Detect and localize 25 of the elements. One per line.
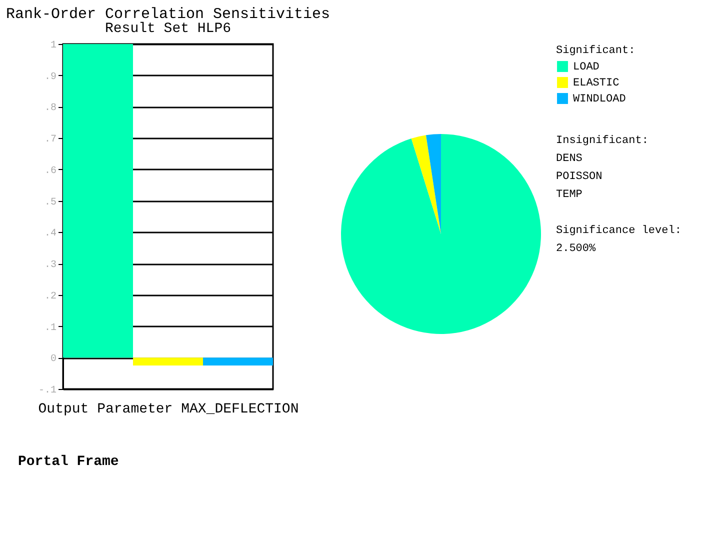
y-tick-label: -.1 [38,386,56,396]
chart-title: Rank-Order Correlation Sensitivities [6,6,330,23]
y-tick-label: .3 [44,260,56,272]
pie-slice [426,134,441,234]
y-tick-label: .8 [44,103,56,114]
text: Significance level: 2.500% [556,225,682,255]
x-axis-title: Output Parameter MAX_DEFLECTION [38,402,299,418]
y-tick-label: .6 [44,166,56,177]
pie-slice [411,135,441,234]
y-tick-label: .1 [44,322,56,334]
y-tick-label: 0 [50,354,56,366]
pie-slice [341,134,541,334]
legend-title: Significant: [556,45,636,57]
y-tick-label: .9 [44,72,56,83]
text: Insignificant: DENS POISSON TEMP [556,135,648,201]
y-tick-label: .2 [44,291,56,302]
y-tick-label: .5 [44,197,56,208]
y-tick-label: 1 [50,40,56,52]
legend-label: LOAD [573,62,600,74]
chart-subtitle: Result Set HLP6 [104,21,232,37]
legend-label: ELASTIC [573,78,620,90]
text: Portal Frame [18,454,119,470]
y-tick-label: .4 [44,228,56,240]
y-tick-label: .7 [44,134,56,146]
legend-label: WINDLOAD [573,94,626,106]
